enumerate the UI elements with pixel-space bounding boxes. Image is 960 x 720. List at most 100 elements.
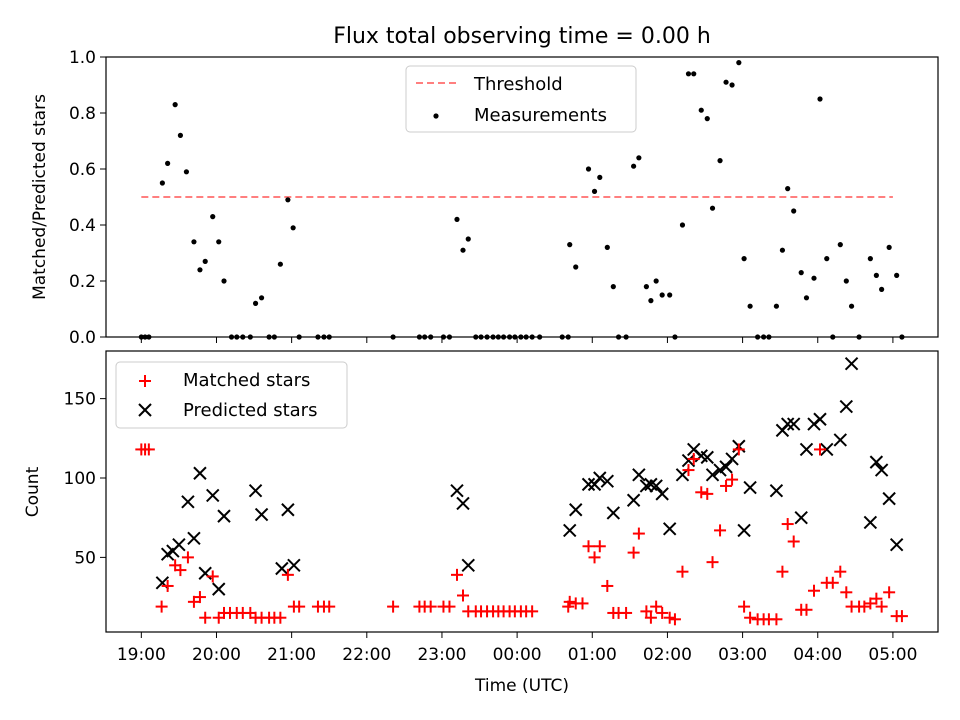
predicted-point: [649, 479, 663, 493]
predicted-point: [593, 471, 607, 485]
predicted-point: [769, 483, 784, 498]
measurement-point: [221, 278, 227, 284]
measurement-point: [506, 334, 513, 340]
measurement-point: [679, 222, 686, 228]
measurement-point: [390, 334, 396, 340]
matched-point: [206, 570, 219, 583]
measurement-point: [636, 155, 642, 161]
top-y-tick-label: 0.0: [69, 328, 96, 348]
measurement-point: [266, 334, 272, 340]
measurement-point: [591, 188, 598, 194]
top-y-axis: 0.0 0.2 0.4 0.6 0.8 1.0: [69, 48, 106, 348]
matched-point: [720, 479, 733, 492]
measurement-point: [495, 334, 501, 340]
matched-point: [274, 611, 287, 624]
predicted-point: [563, 523, 577, 538]
measurement-point: [559, 334, 565, 340]
measurement-point: [216, 239, 222, 245]
legend-predicted-label: Predicted stars: [183, 400, 317, 421]
measurement-point: [296, 334, 302, 340]
predicted-point: [172, 537, 186, 552]
predicted-point: [187, 531, 201, 546]
top-y-tick-label: 0.8: [69, 104, 96, 124]
predicted-point: [844, 356, 859, 371]
matched-point: [187, 595, 200, 608]
measurement-point: [440, 334, 447, 340]
top-y-tick-label: 0.6: [69, 160, 96, 180]
x-tick-label: 03:00: [718, 645, 767, 665]
matched-point: [870, 592, 883, 605]
x-axis-label: Time (UTC): [474, 676, 569, 696]
measurement-point: [500, 334, 507, 340]
predicted-point: [794, 510, 808, 525]
chart-title: Flux total observing time = 0.00 h: [333, 24, 711, 49]
measurement-point: [685, 71, 692, 77]
matched-point: [701, 487, 714, 500]
measurement-point: [315, 334, 321, 340]
predicted-point: [743, 480, 757, 495]
measurement-point: [138, 334, 144, 340]
legend-measurements-label: Measurements: [474, 105, 607, 126]
predicted-point: [882, 491, 896, 506]
predicted-point: [662, 522, 677, 536]
bottom-legend: Matched stars Predicted stars: [115, 361, 348, 429]
matched-point: [656, 606, 669, 619]
matched-point: [640, 605, 653, 618]
predicted-point: [450, 483, 464, 498]
measurement-point: [736, 60, 742, 66]
measurement-point: [798, 270, 804, 276]
measurement-point: [741, 256, 747, 262]
measurement-point: [165, 160, 171, 166]
matched-point: [588, 551, 601, 564]
measurement-point: [446, 334, 453, 340]
measurement-point: [755, 334, 761, 340]
bottom-y-tick-label: 50: [74, 548, 96, 568]
matched-point: [738, 600, 751, 613]
predicted-point: [632, 468, 646, 482]
measurement-point: [856, 334, 862, 340]
predicted-point: [626, 493, 641, 507]
matched-point: [668, 613, 681, 626]
predicted-point: [820, 442, 834, 457]
measurement-point: [183, 169, 190, 175]
measurement-point: [785, 186, 791, 192]
matched-point: [687, 452, 700, 465]
measurement-point: [824, 256, 830, 262]
predicted-point: [799, 442, 814, 457]
measurement-point: [830, 334, 836, 340]
matched-point: [858, 600, 871, 613]
matched-point: [644, 611, 657, 624]
measurement-point: [478, 334, 484, 340]
legend-matched-label: Matched stars: [183, 370, 310, 391]
predicted-point: [639, 479, 654, 493]
predicted-point: [456, 496, 470, 511]
measurement-point: [523, 334, 529, 340]
measurement-point: [653, 278, 659, 284]
matched-point: [632, 527, 645, 540]
measurement-point: [512, 334, 518, 340]
predicted-point: [700, 450, 714, 465]
measurement-point: [848, 303, 855, 309]
predicted-point: [181, 495, 195, 509]
x-tick-label: 01:00: [568, 645, 617, 665]
predicted-point: [281, 503, 295, 517]
measurement-point: [779, 247, 786, 253]
matched-point: [744, 611, 757, 624]
matched-point: [770, 613, 783, 626]
measurement-point: [484, 334, 490, 340]
matched-point: [814, 443, 827, 456]
measurement-point: [326, 334, 332, 340]
matched-point: [155, 600, 168, 613]
top-legend: Threshold Measurements: [405, 65, 637, 133]
top-panel: 0.0 0.2 0.4 0.6 0.8 1.0 Matched/Predicted sta…: [30, 48, 939, 348]
predicted-point: [889, 537, 904, 552]
predicted-point: [786, 417, 801, 431]
measurement-point: [867, 256, 873, 262]
top-y-tick-label: 1.0: [69, 48, 96, 68]
bottom-x-axis: 19:00 20:00 21:00 22:00 23:00 00:00 01:00 02:00…: [117, 632, 917, 665]
matched-point: [526, 605, 539, 618]
measurement-point: [873, 272, 879, 278]
measurement-point: [234, 334, 240, 340]
measurement-point: [585, 166, 592, 172]
bottom-y-axis-label: Count: [23, 466, 43, 517]
